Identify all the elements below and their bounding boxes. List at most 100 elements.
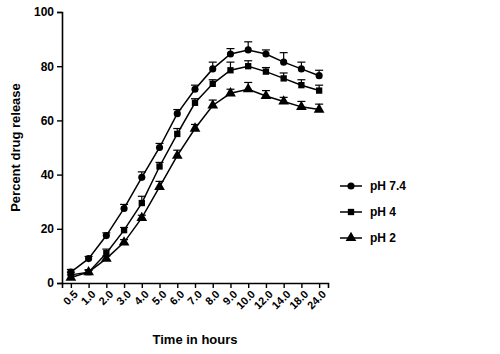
marker	[139, 200, 145, 206]
y-tick-label: 20	[41, 222, 55, 236]
x-tick: 8.0	[203, 283, 222, 307]
y-tick: 60	[41, 114, 62, 128]
x-tick: 2.0	[96, 283, 115, 307]
y-axis-title: Percent drug release	[8, 83, 23, 212]
marker	[245, 63, 251, 69]
marker	[174, 110, 181, 117]
marker	[209, 65, 216, 72]
error-bar-cap	[226, 48, 234, 49]
marker	[103, 232, 110, 239]
error-bar-cap	[244, 41, 252, 42]
marker	[192, 100, 198, 106]
marker	[280, 59, 287, 66]
legend-item: pH 2	[340, 231, 396, 245]
marker	[210, 81, 216, 87]
y-tick: 80	[41, 60, 62, 74]
error-bar-cap	[156, 162, 164, 163]
y-tick-mark	[57, 12, 62, 13]
error-bar-cap	[173, 128, 181, 129]
marker	[262, 50, 269, 57]
error-bar-cap	[280, 52, 288, 53]
x-tick-label: 8.0	[203, 288, 222, 307]
chart: 0204060801000.51.02.03.04.05.06.07.08.09…	[0, 0, 500, 354]
x-tick-label: 3.0	[114, 288, 133, 307]
error-bar-cap	[262, 49, 270, 50]
series	[67, 42, 323, 276]
y-axis: 0 20 40 60 80 100	[34, 5, 63, 290]
error-bar-cap	[315, 70, 323, 71]
error-bar-cap	[244, 60, 252, 61]
error-bar-cap	[138, 171, 146, 172]
x-axis-title: Time in hours	[153, 332, 238, 347]
marker	[281, 75, 287, 81]
marker	[85, 255, 92, 262]
y-tick-mark	[57, 283, 62, 284]
legend-marker	[347, 182, 354, 189]
marker	[120, 205, 127, 212]
y-axis-line	[57, 13, 63, 284]
x-tick-label: 24.0	[305, 288, 329, 312]
marker	[154, 181, 165, 190]
x-tick: 18.0	[287, 283, 311, 311]
error-bar-cap	[315, 85, 323, 86]
marker	[261, 90, 272, 99]
error-bar-cap	[297, 79, 305, 80]
y-tick-mark	[57, 66, 62, 67]
x-tick: 10.0	[234, 283, 258, 311]
marker	[207, 99, 218, 108]
x-tick: 12.0	[251, 283, 275, 311]
series-line	[71, 66, 319, 275]
error-bar-cap	[209, 79, 217, 80]
x-axis-line	[63, 284, 329, 289]
marker	[263, 68, 269, 74]
x-tick-label: 0.5	[61, 288, 80, 307]
legend-label: pH 2	[370, 231, 396, 245]
legend-item: pH 4	[340, 205, 396, 219]
marker	[227, 50, 234, 57]
series	[67, 61, 323, 278]
y-tick-label: 0	[47, 276, 54, 290]
y-tick-label: 80	[41, 60, 55, 74]
error-bar-cap	[244, 82, 252, 83]
x-tick-label: 2.0	[96, 288, 115, 307]
y-tick-label: 60	[41, 114, 55, 128]
x-tick: 0.5	[61, 283, 80, 307]
error-bar-cap	[280, 72, 288, 73]
marker	[191, 86, 198, 93]
error-bar-cap	[102, 249, 110, 250]
y-tick: 40	[41, 168, 62, 182]
plot-area	[65, 42, 324, 281]
marker	[225, 87, 236, 96]
x-tick-label: 1.0	[78, 288, 97, 307]
x-tick: 4.0	[132, 283, 151, 307]
x-tick: 3.0	[114, 283, 133, 307]
error-bar-cap	[262, 67, 270, 68]
error-bar-cap	[191, 98, 199, 99]
x-tick: 14.0	[269, 283, 293, 311]
marker	[156, 163, 162, 169]
marker	[174, 131, 180, 137]
series-line	[71, 89, 319, 277]
marker	[245, 46, 252, 53]
marker	[316, 87, 322, 93]
x-tick-label: 7.0	[185, 288, 204, 307]
error-bar-cap	[173, 109, 181, 110]
x-tick: 6.0	[167, 283, 186, 307]
marker	[298, 65, 305, 72]
legend-item: pH 7.4	[340, 179, 406, 193]
y-tick-label: 40	[41, 168, 55, 182]
error-bar-cap	[156, 143, 164, 144]
legend-marker	[348, 209, 354, 215]
legend-label: pH 7.4	[370, 179, 406, 193]
error-bar-cap	[209, 62, 217, 63]
legend-label: pH 4	[370, 205, 396, 219]
x-tick: 5.0	[149, 283, 168, 307]
y-tick-mark	[57, 120, 62, 121]
series	[65, 82, 324, 280]
marker	[136, 212, 147, 221]
legend-marker	[346, 232, 357, 241]
marker	[298, 82, 304, 88]
marker	[119, 236, 130, 245]
marker	[227, 67, 233, 73]
y-tick-label: 100	[34, 5, 54, 19]
